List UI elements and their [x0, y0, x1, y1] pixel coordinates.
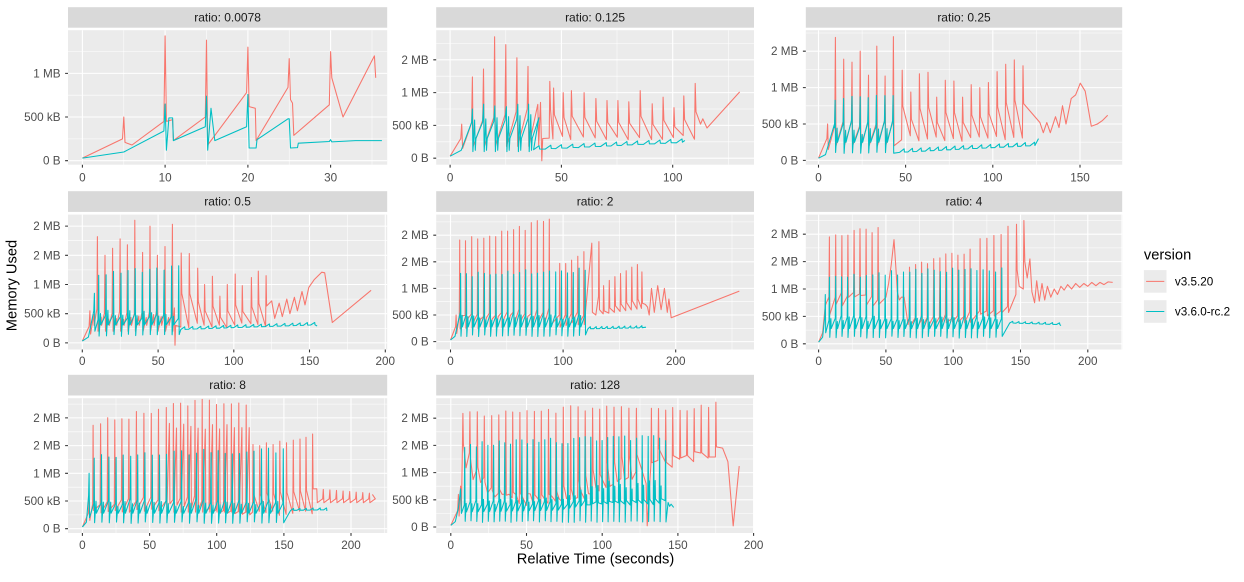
svg-text:ratio: 128: ratio: 128: [570, 378, 620, 392]
svg-text:500 kB: 500 kB: [24, 308, 61, 321]
svg-text:0 B: 0 B: [43, 155, 61, 168]
svg-text:500 kB: 500 kB: [392, 309, 429, 322]
svg-text:50: 50: [152, 355, 166, 368]
svg-text:Memory Used: Memory Used: [5, 240, 21, 331]
svg-text:100: 100: [224, 355, 244, 368]
svg-text:0: 0: [447, 355, 454, 368]
svg-text:150: 150: [668, 539, 688, 552]
svg-text:0: 0: [79, 355, 86, 368]
svg-text:100: 100: [983, 171, 1003, 184]
svg-text:2 MB: 2 MB: [33, 440, 60, 453]
svg-text:10: 10: [159, 171, 173, 184]
svg-text:ratio: 4: ratio: 4: [946, 195, 983, 209]
svg-text:0: 0: [815, 355, 822, 368]
svg-text:50: 50: [520, 539, 534, 552]
svg-text:1 MB: 1 MB: [771, 283, 798, 296]
svg-text:150: 150: [300, 355, 320, 368]
svg-text:2 MB: 2 MB: [401, 412, 428, 425]
svg-text:0: 0: [79, 171, 86, 184]
svg-text:200: 200: [744, 539, 764, 552]
svg-text:100: 100: [943, 355, 963, 368]
svg-text:2 MB: 2 MB: [771, 256, 798, 269]
svg-text:0: 0: [815, 171, 822, 184]
svg-text:500 kB: 500 kB: [392, 494, 429, 507]
svg-text:1 MB: 1 MB: [401, 467, 428, 480]
svg-text:1 MB: 1 MB: [771, 82, 798, 95]
svg-text:0: 0: [79, 539, 86, 552]
svg-text:100: 100: [663, 171, 683, 184]
svg-text:30: 30: [324, 171, 338, 184]
svg-text:0 B: 0 B: [411, 152, 429, 165]
svg-text:ratio: 2: ratio: 2: [577, 195, 614, 209]
svg-text:1 MB: 1 MB: [33, 279, 60, 292]
svg-text:0 B: 0 B: [411, 521, 429, 534]
svg-text:2 MB: 2 MB: [33, 249, 60, 262]
svg-text:ratio: 0.125: ratio: 0.125: [565, 10, 625, 24]
svg-text:0 B: 0 B: [43, 523, 61, 536]
svg-text:1 MB: 1 MB: [401, 87, 428, 100]
svg-text:150: 150: [1011, 355, 1031, 368]
svg-text:0 B: 0 B: [781, 154, 799, 167]
svg-text:50: 50: [899, 171, 913, 184]
svg-text:100: 100: [553, 355, 573, 368]
svg-text:2 MB: 2 MB: [401, 54, 428, 67]
svg-text:ratio: 0.0078: ratio: 0.0078: [194, 10, 261, 24]
svg-text:20: 20: [241, 171, 255, 184]
svg-text:0: 0: [448, 539, 455, 552]
svg-text:200: 200: [376, 355, 396, 368]
svg-text:1 MB: 1 MB: [33, 67, 60, 80]
svg-text:0: 0: [447, 171, 454, 184]
svg-text:2 MB: 2 MB: [401, 439, 428, 452]
svg-text:2 MB: 2 MB: [33, 220, 60, 233]
svg-text:1 MB: 1 MB: [33, 467, 60, 480]
svg-text:ratio: 0.25: ratio: 0.25: [937, 10, 991, 24]
svg-text:500 kB: 500 kB: [24, 495, 61, 508]
svg-text:500 kB: 500 kB: [392, 119, 429, 132]
svg-text:2 MB: 2 MB: [33, 412, 60, 425]
svg-text:Relative Time (seconds): Relative Time (seconds): [517, 552, 675, 568]
svg-text:2 MB: 2 MB: [401, 229, 428, 242]
svg-text:ratio: 0.5: ratio: 0.5: [204, 195, 251, 209]
svg-text:200: 200: [341, 539, 361, 552]
svg-text:500 kB: 500 kB: [762, 118, 799, 131]
svg-text:50: 50: [143, 539, 157, 552]
svg-text:500 kB: 500 kB: [762, 310, 799, 323]
svg-text:0 B: 0 B: [781, 338, 799, 351]
svg-text:2 MB: 2 MB: [771, 228, 798, 241]
svg-text:v3.5.20: v3.5.20: [1175, 275, 1214, 288]
svg-text:0 B: 0 B: [43, 337, 61, 350]
svg-text:100: 100: [207, 539, 227, 552]
svg-text:v3.6.0-rc.2: v3.6.0-rc.2: [1175, 306, 1230, 319]
svg-text:version: version: [1144, 247, 1191, 263]
svg-text:ratio: 8: ratio: 8: [209, 378, 246, 392]
svg-text:50: 50: [879, 355, 893, 368]
svg-text:500 kB: 500 kB: [24, 111, 61, 124]
svg-text:0 B: 0 B: [411, 336, 429, 349]
svg-text:2 MB: 2 MB: [771, 45, 798, 58]
svg-text:150: 150: [274, 539, 294, 552]
svg-text:1 MB: 1 MB: [401, 282, 428, 295]
svg-text:150: 150: [1070, 171, 1090, 184]
svg-text:2 MB: 2 MB: [401, 256, 428, 269]
svg-text:200: 200: [1078, 355, 1098, 368]
svg-text:50: 50: [555, 171, 569, 184]
svg-text:100: 100: [592, 539, 612, 552]
svg-text:200: 200: [666, 355, 686, 368]
